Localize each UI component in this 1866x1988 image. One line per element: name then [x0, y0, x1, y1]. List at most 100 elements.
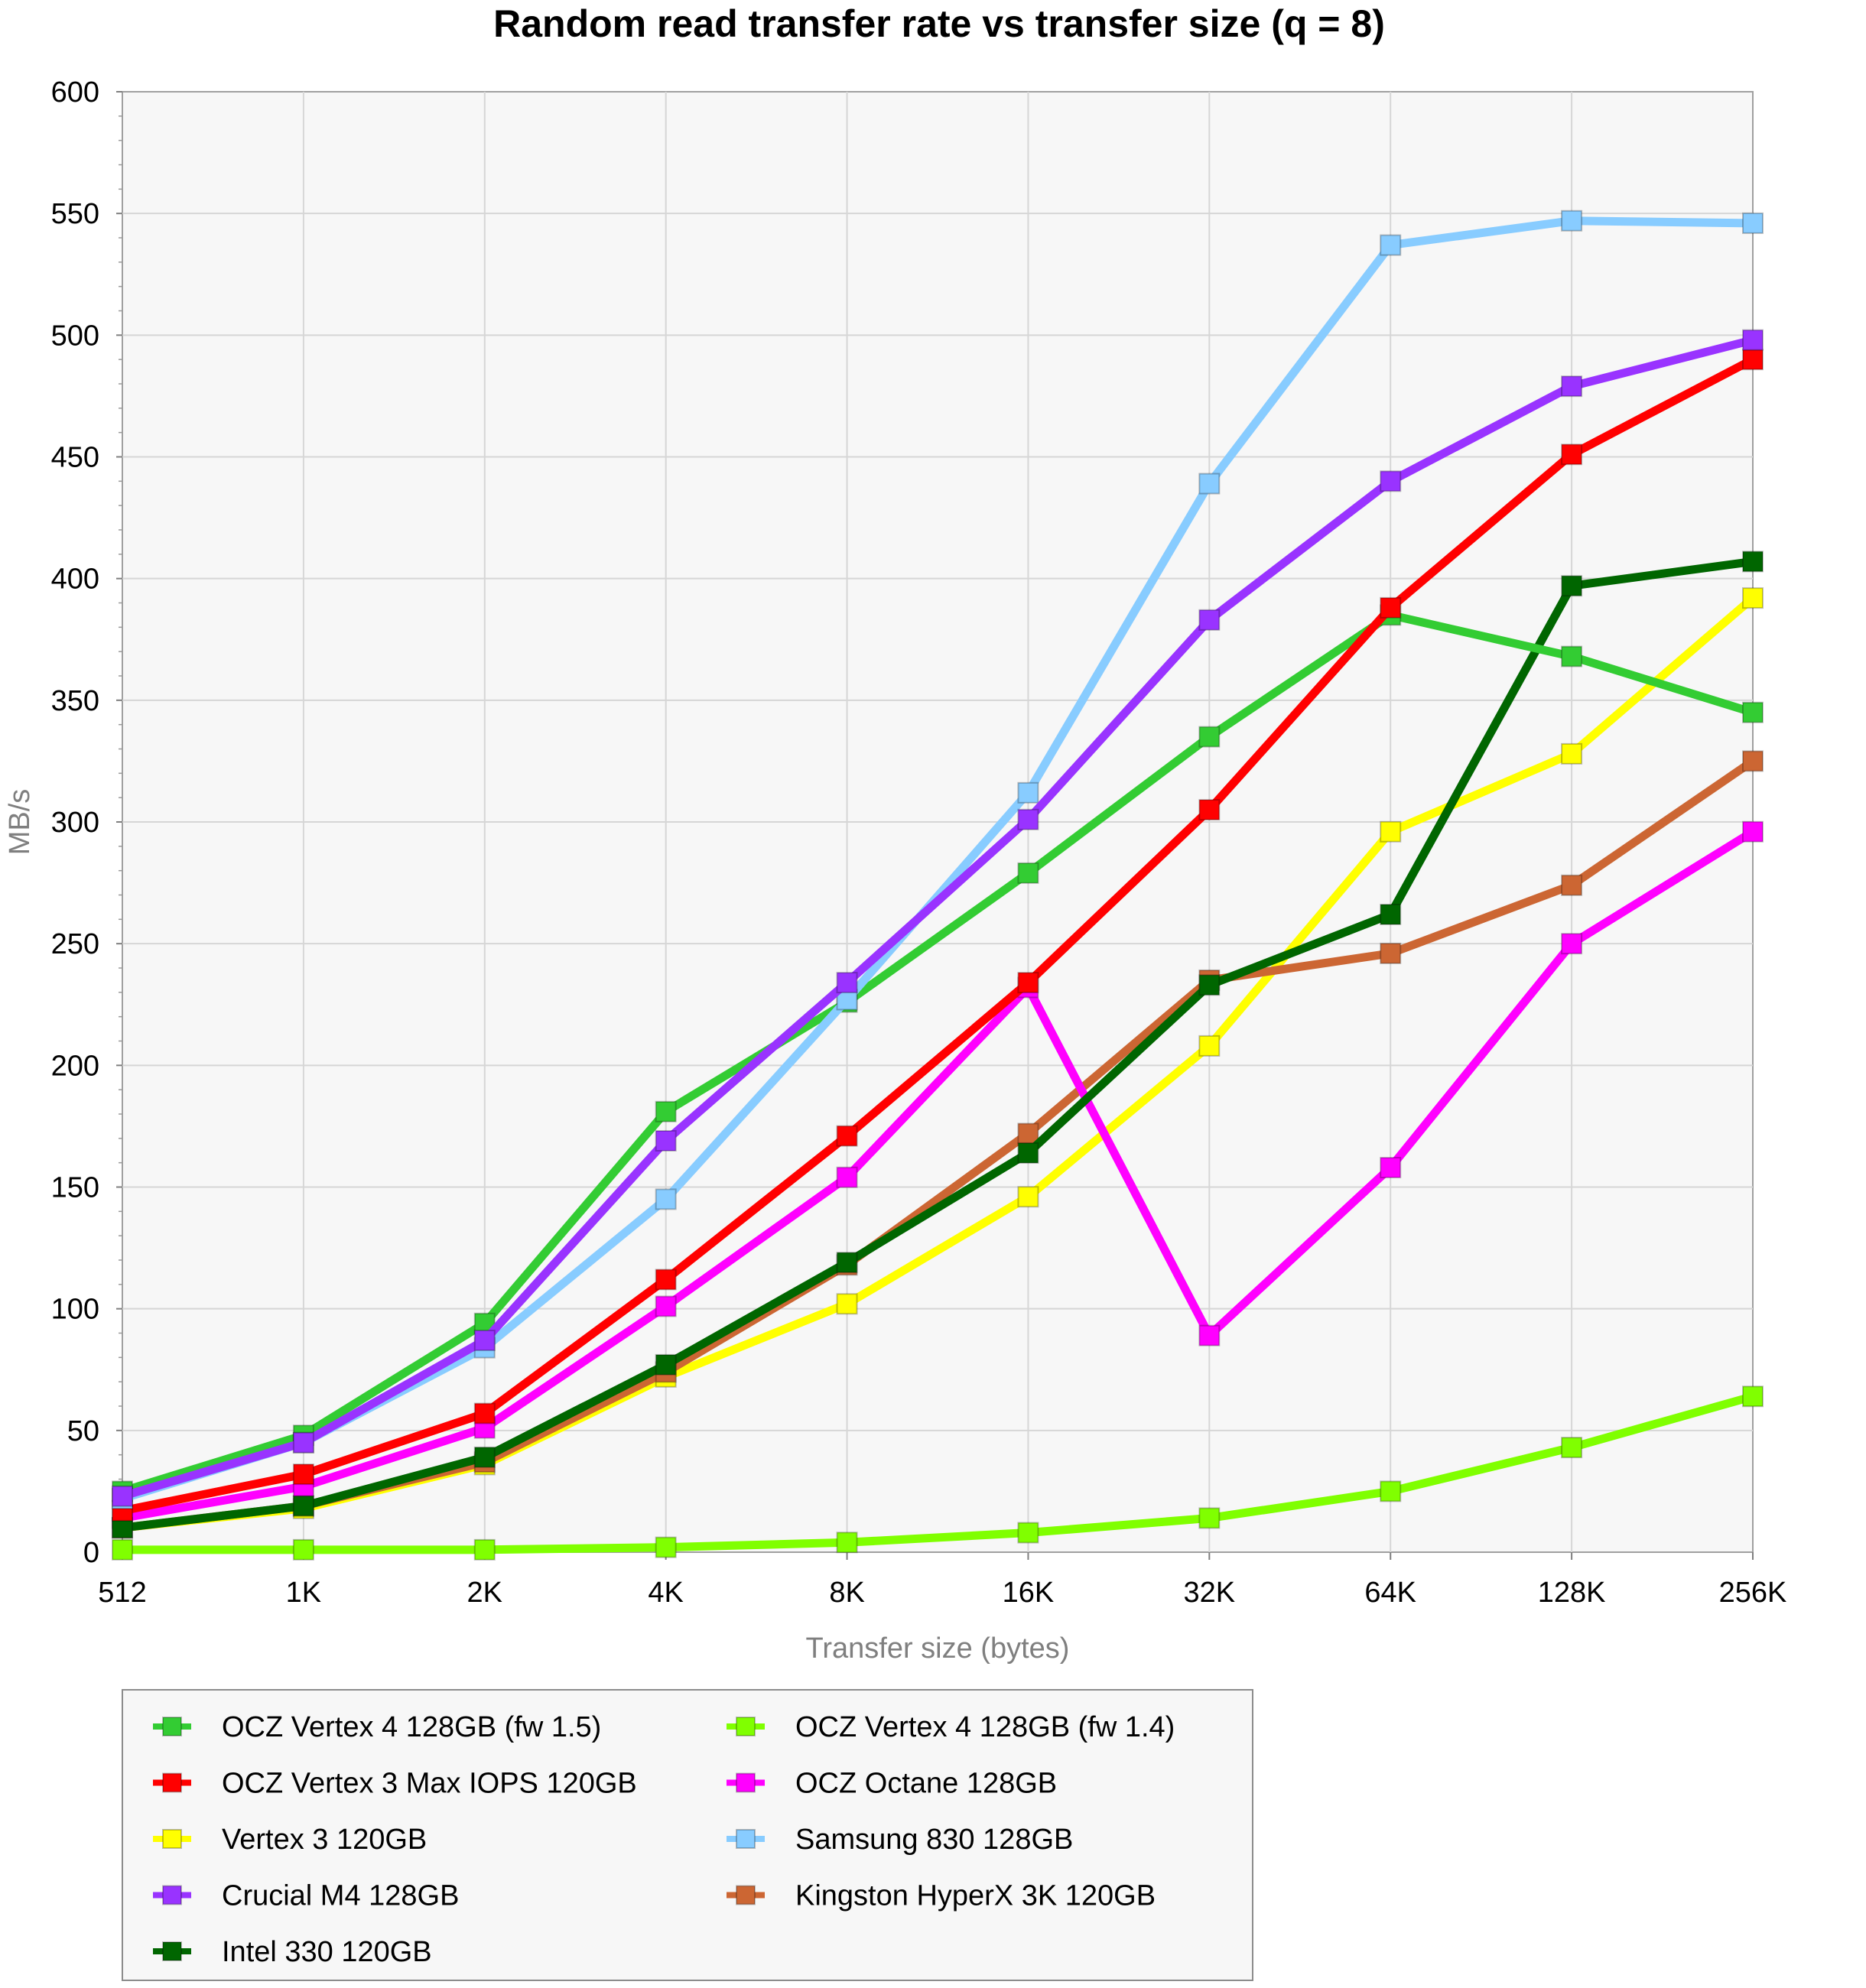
legend-box	[122, 1689, 1253, 1981]
legend-swatch-marker	[736, 1772, 756, 1793]
data-point	[1198, 1507, 1221, 1529]
data-point	[1742, 701, 1764, 723]
data-point	[1561, 933, 1583, 955]
series-line	[118, 1392, 1757, 1554]
data-point	[292, 1431, 314, 1454]
data-point	[1561, 742, 1583, 765]
series-line	[118, 827, 1757, 1522]
data-point	[1742, 551, 1764, 573]
legend-entry: OCZ Vertex 4 128GB (fw 1.5)	[153, 1711, 601, 1743]
data-point	[1380, 1157, 1402, 1179]
x-tick-label: 8K	[829, 1577, 864, 1609]
legend-swatch-marker	[736, 1885, 756, 1905]
data-point	[1017, 1186, 1039, 1208]
x-tick-label: 2K	[467, 1577, 502, 1609]
data-point	[112, 1517, 133, 1539]
legend-label: OCZ Octane 128GB	[795, 1768, 1057, 1800]
data-point	[1742, 349, 1764, 371]
data-point	[1017, 808, 1039, 830]
data-point	[1380, 234, 1402, 256]
data-point	[1380, 942, 1402, 964]
data-point	[1742, 587, 1764, 609]
data-point	[655, 1130, 677, 1152]
data-point	[1017, 862, 1039, 884]
data-point	[1561, 210, 1583, 232]
y-tick-label: 350	[51, 685, 99, 717]
data-point	[1198, 726, 1221, 748]
data-point	[1561, 874, 1583, 896]
y-tick-label: 300	[51, 807, 99, 839]
data-point	[836, 1532, 858, 1554]
series-line	[118, 610, 1757, 1496]
legend-swatch-marker	[162, 1829, 182, 1849]
data-point	[1561, 575, 1583, 597]
y-tick-label: 400	[51, 564, 99, 596]
legend-label: OCZ Vertex 4 128GB (fw 1.4)	[795, 1711, 1175, 1743]
series-2	[112, 349, 1764, 1522]
data-point	[1198, 1035, 1221, 1057]
legend-swatch-marker	[162, 1772, 182, 1793]
data-point	[836, 1125, 858, 1147]
legend-swatch-marker	[736, 1829, 756, 1849]
data-point	[1017, 1122, 1039, 1145]
legend-label: Vertex 3 120GB	[222, 1824, 427, 1856]
legend-label: OCZ Vertex 3 Max IOPS 120GB	[222, 1768, 637, 1800]
data-point	[1742, 329, 1764, 351]
series-line	[118, 336, 1757, 1501]
legend-label: Kingston HyperX 3K 120GB	[795, 1880, 1156, 1912]
series-1	[112, 1385, 1764, 1561]
data-point	[1198, 974, 1221, 996]
data-point	[1017, 781, 1039, 804]
data-point	[836, 1166, 858, 1188]
data-point	[836, 972, 858, 994]
data-point	[1742, 212, 1764, 234]
legend-label: OCZ Vertex 4 128GB (fw 1.5)	[222, 1711, 601, 1743]
series-group	[112, 210, 1764, 1561]
y-tick-label: 500	[51, 320, 99, 352]
data-point	[1017, 1142, 1039, 1164]
y-tick-label: 250	[51, 928, 99, 960]
legend-entry: OCZ Vertex 3 Max IOPS 120GB	[153, 1768, 637, 1800]
x-tick-label: 128K	[1538, 1577, 1606, 1609]
x-tick-label: 4K	[648, 1577, 683, 1609]
data-point	[1380, 1480, 1402, 1502]
data-point	[1017, 1522, 1039, 1544]
data-point	[1561, 375, 1583, 398]
y-tick-label: 0	[83, 1537, 99, 1569]
data-point	[1017, 972, 1039, 994]
data-point	[473, 1402, 496, 1424]
legend-label: Crucial M4 128GB	[222, 1880, 459, 1912]
y-tick-label: 150	[51, 1172, 99, 1204]
data-point	[1561, 1437, 1583, 1459]
data-point	[655, 1536, 677, 1558]
data-point	[473, 1446, 496, 1468]
series-line	[118, 557, 1757, 1532]
data-point	[112, 1485, 133, 1507]
legend-entry: OCZ Vertex 4 128GB (fw 1.4)	[727, 1711, 1175, 1743]
series-line	[118, 355, 1757, 1515]
legend-entry: OCZ Octane 128GB	[727, 1768, 1057, 1800]
data-point	[655, 1188, 677, 1210]
y-tick-label: 50	[67, 1415, 99, 1447]
legend-entry: Vertex 3 120GB	[153, 1824, 427, 1856]
data-point	[1561, 443, 1583, 466]
data-point	[292, 1495, 314, 1517]
legend-swatch-marker	[162, 1885, 182, 1905]
chart-title: Random read transfer rate vs transfer si…	[493, 2, 1385, 45]
legend-label: Intel 330 120GB	[222, 1936, 432, 1968]
data-point	[1380, 903, 1402, 925]
data-point	[292, 1463, 314, 1486]
legend-label: Samsung 830 128GB	[795, 1824, 1073, 1856]
x-tick-label: 1K	[286, 1577, 321, 1609]
legend-entry: Intel 330 120GB	[153, 1936, 432, 1968]
data-point	[655, 1353, 677, 1376]
data-point	[1742, 1385, 1764, 1408]
x-axis: 512 1K 2K 4K 8K 16K 32K 64K 128K 256K	[98, 1552, 1786, 1609]
y-tick-label: 100	[51, 1294, 99, 1326]
y-axis: 0 50 100 150 200 250 300 350 400 450 500 550 600	[51, 76, 122, 1569]
legend-entry: Samsung 830 128GB	[727, 1824, 1073, 1856]
data-point	[655, 1100, 677, 1122]
data-point	[836, 1293, 858, 1315]
legend-swatch-marker	[162, 1717, 182, 1736]
